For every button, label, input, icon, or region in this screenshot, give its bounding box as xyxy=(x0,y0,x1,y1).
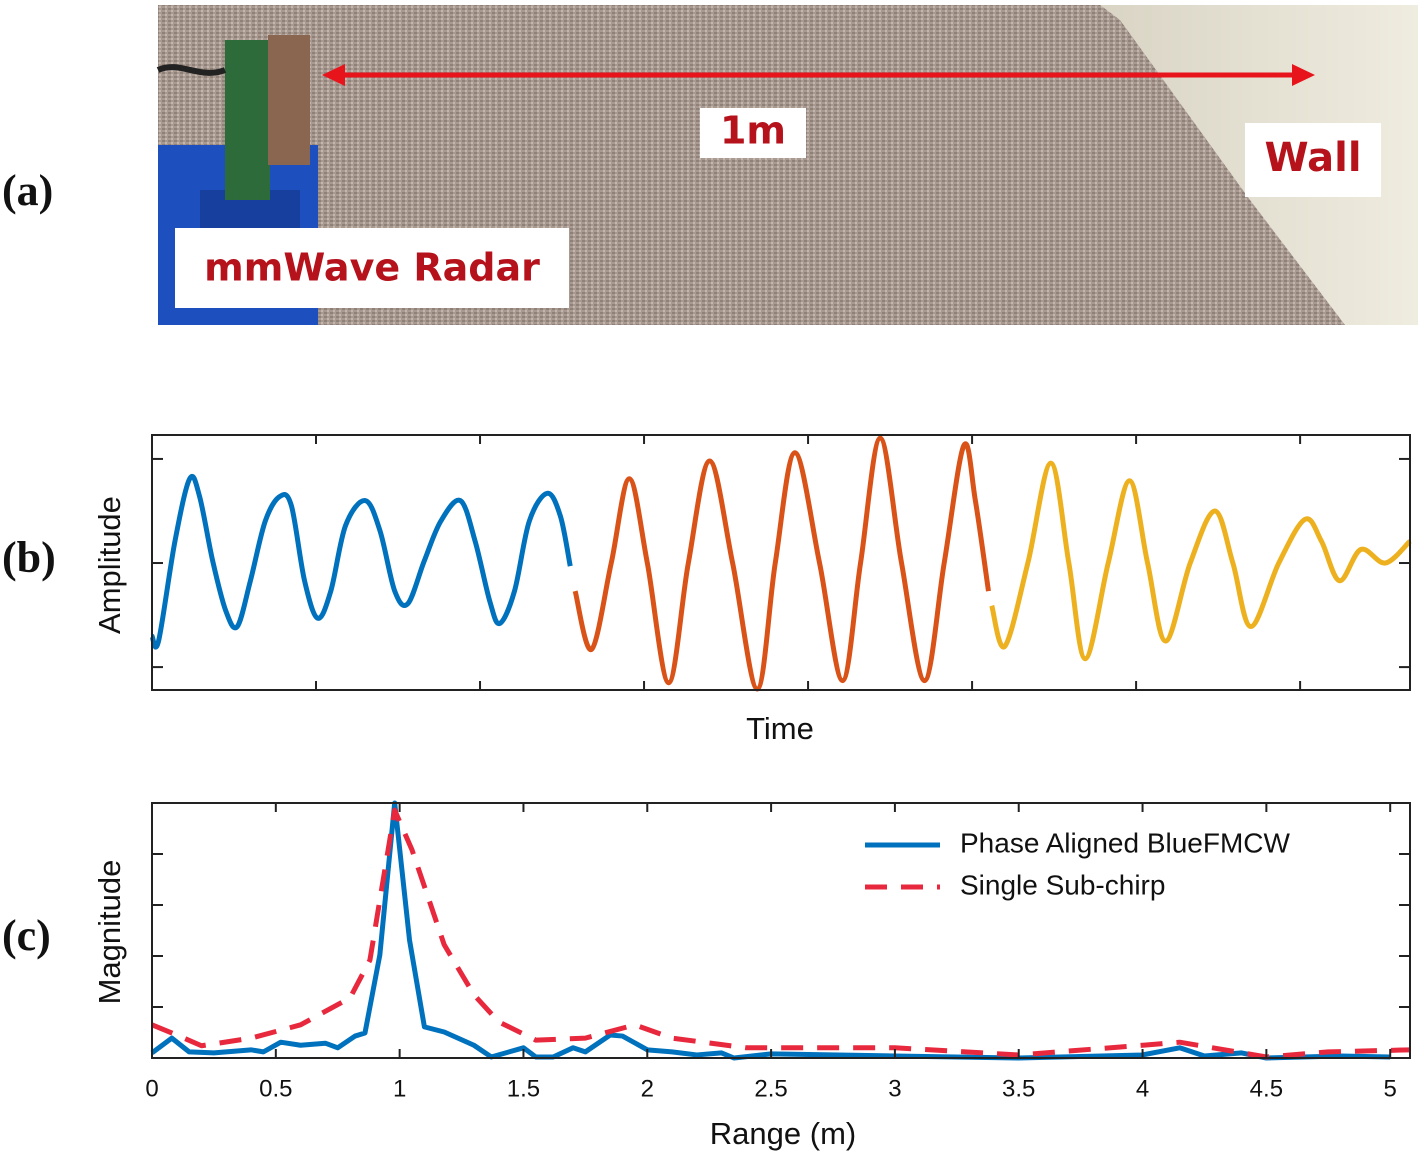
panel-label: (b) xyxy=(2,533,56,582)
axes-box xyxy=(151,434,1411,691)
data-line xyxy=(149,473,573,650)
x-axis-label: Time xyxy=(746,711,814,746)
x-tick-label: 2 xyxy=(641,1075,654,1102)
panel-label: (a) xyxy=(2,166,53,215)
photo: 1m Wall mmWave Radar xyxy=(156,5,1418,325)
axes-box xyxy=(151,802,1411,1059)
x-axis-label: Range (m) xyxy=(710,1116,856,1151)
legend-label: Phase Aligned BlueFMCW xyxy=(960,827,1291,858)
x-tick-label: 4 xyxy=(1136,1075,1149,1102)
x-tick-label: 3.5 xyxy=(1002,1075,1035,1102)
x-tick-label: 4.5 xyxy=(1250,1075,1283,1102)
x-tick-label: 0 xyxy=(145,1075,158,1102)
data-line xyxy=(989,460,1412,662)
distance-label: 1m xyxy=(720,109,786,153)
y-axis-label: Magnitude xyxy=(92,860,127,1005)
x-tick-label: 1.5 xyxy=(507,1075,540,1102)
x-tick-label: 1 xyxy=(393,1075,406,1102)
wall-label: Wall xyxy=(1264,135,1361,181)
data-line xyxy=(151,807,1411,1060)
legend-label: Single Sub-chirp xyxy=(960,869,1165,900)
y-axis-label: Amplitude xyxy=(92,496,127,634)
x-tick-label: 2.5 xyxy=(754,1075,787,1102)
x-tick-label: 5 xyxy=(1384,1075,1397,1102)
data-line xyxy=(572,435,991,692)
radar-label: mmWave Radar xyxy=(204,246,540,290)
x-tick-label: 3 xyxy=(888,1075,901,1102)
data-line xyxy=(150,800,1391,1061)
x-tick-label: 0.5 xyxy=(259,1075,292,1102)
panel-label: (c) xyxy=(2,911,51,960)
